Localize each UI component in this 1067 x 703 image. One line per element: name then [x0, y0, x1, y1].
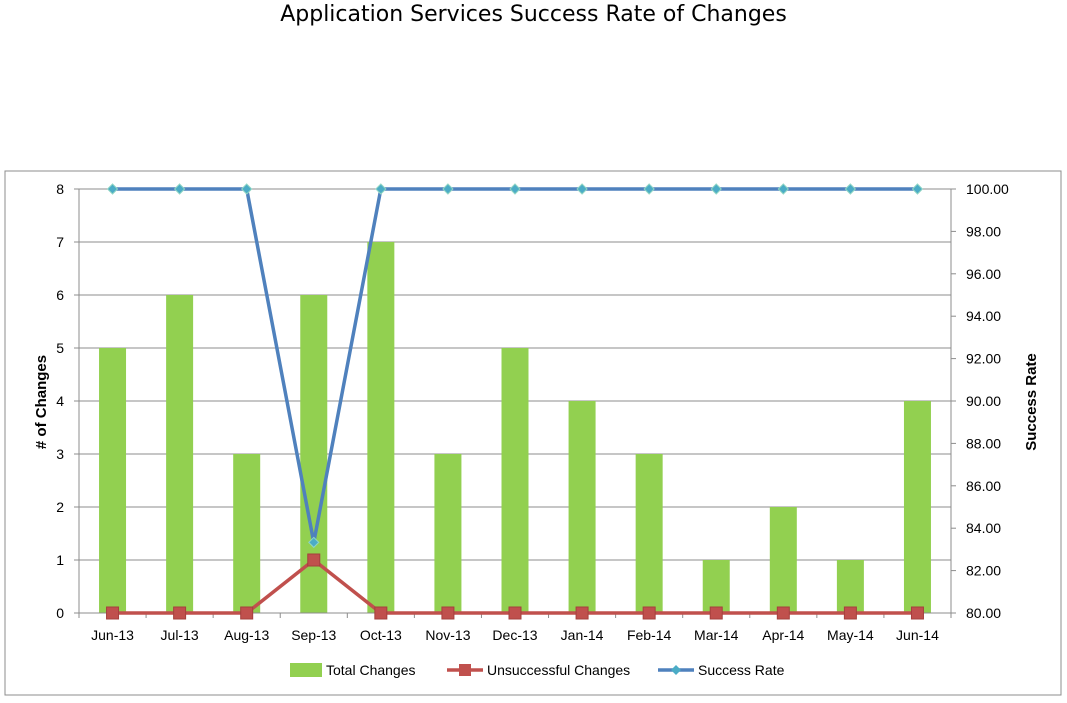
- y-tick-label: 4: [56, 393, 64, 409]
- bar-jan-14: [568, 401, 596, 613]
- marker-diamond: [308, 536, 320, 549]
- marker-square: [307, 553, 321, 567]
- marker-square: [709, 606, 723, 620]
- bar-jul-13: [166, 295, 194, 613]
- bar-nov-13: [434, 454, 462, 613]
- bar-apr-14: [769, 507, 797, 613]
- tick-labels: 0 1 2 3 4 5 6 7 8 80.00 82.00 84.00 86.00 88.00 90.00 9…: [56, 181, 1009, 643]
- legend: Total Changes Unsuccessful Changes Success…: [290, 662, 785, 678]
- bar-oct-13: [367, 242, 395, 613]
- y2-axis-title: Success Rate: [1023, 353, 1040, 451]
- x-tick-label: Jun-13: [91, 627, 134, 643]
- y2-tick-label: 80.00: [966, 605, 1001, 621]
- chart-title: Application Services Success Rate of Cha…: [280, 2, 787, 27]
- bar-jun-14: [903, 401, 931, 613]
- bar-dec-13: [501, 348, 529, 613]
- marker-diamond: [777, 183, 790, 195]
- y2-tick-label: 86.00: [966, 478, 1001, 494]
- bar-may-14: [836, 560, 864, 613]
- marker-square: [575, 606, 589, 620]
- marker-square: [776, 606, 790, 620]
- marker-square: [843, 606, 857, 620]
- marker-diamond: [509, 183, 521, 195]
- y2-tick-label: 98.00: [966, 223, 1001, 239]
- marker-diamond: [106, 183, 119, 195]
- y-tick-label: 0: [56, 605, 64, 621]
- marker-square: [374, 606, 388, 620]
- legend-marker-square: [459, 664, 471, 676]
- marker-square: [240, 606, 254, 620]
- x-tick-label: Sep-13: [291, 627, 336, 643]
- legend-marker-diamond: [671, 665, 681, 675]
- x-tick-label: Oct-13: [360, 627, 402, 643]
- bar-mar-14: [702, 560, 730, 613]
- x-tick-label: Apr-14: [762, 627, 804, 643]
- y2-tick-label: 92.00: [966, 351, 1001, 367]
- line-series: [106, 183, 924, 620]
- chart-frame: [4, 170, 1062, 696]
- y2-tick-label: 88.00: [966, 435, 1001, 451]
- bar-jun-13: [99, 348, 127, 613]
- y-tick-label: 8: [56, 181, 64, 197]
- y2-tick-label: 90.00: [966, 393, 1001, 409]
- y2-tick-label: 82.00: [966, 563, 1001, 579]
- marker-square: [642, 606, 656, 620]
- marker-diamond: [240, 183, 253, 195]
- x-tick-label: Nov-13: [425, 627, 470, 643]
- y2-tick-label: 96.00: [966, 266, 1001, 282]
- marker-square: [106, 606, 120, 620]
- y-axis-title: # of Changes: [33, 355, 50, 449]
- x-tick-label: Jun-14: [896, 627, 939, 643]
- marker-square: [508, 606, 522, 620]
- marker-diamond: [576, 183, 588, 195]
- marker-square: [910, 606, 924, 620]
- y-tick-label: 6: [56, 287, 64, 303]
- y-tick-label: 2: [56, 499, 64, 515]
- marker-diamond: [643, 183, 655, 195]
- marker-diamond: [844, 183, 857, 195]
- marker-diamond: [375, 183, 387, 195]
- y2-tick-label: 84.00: [966, 520, 1001, 536]
- marker-square: [441, 606, 455, 620]
- y-tick-label: 3: [56, 446, 64, 462]
- legend-label: Success Rate: [698, 662, 785, 678]
- y2-tick-label: 100.00: [966, 181, 1009, 197]
- x-tick-label: Feb-14: [627, 627, 672, 643]
- x-tick-label: Jan-14: [561, 627, 604, 643]
- y2-tick-label: 94.00: [966, 308, 1001, 324]
- x-tick-label: Dec-13: [492, 627, 537, 643]
- marker-diamond: [710, 183, 722, 195]
- marker-square: [173, 606, 187, 620]
- x-tick-label: Aug-13: [224, 627, 269, 643]
- y-tick-label: 7: [56, 234, 64, 250]
- x-tick-label: Mar-14: [694, 627, 739, 643]
- x-tick-label: May-14: [827, 627, 874, 643]
- legend-swatch-bar: [290, 663, 322, 677]
- legend-label: Unsuccessful Changes: [487, 662, 630, 678]
- bar-aug-13: [233, 454, 261, 613]
- marker-diamond: [911, 183, 924, 195]
- bar-feb-14: [635, 454, 663, 613]
- y-tick-label: 1: [56, 552, 64, 568]
- marker-diamond: [173, 183, 186, 195]
- x-tick-label: Jul-13: [161, 627, 199, 643]
- legend-label: Total Changes: [326, 662, 416, 678]
- y-tick-label: 5: [56, 340, 64, 356]
- marker-diamond: [442, 183, 454, 195]
